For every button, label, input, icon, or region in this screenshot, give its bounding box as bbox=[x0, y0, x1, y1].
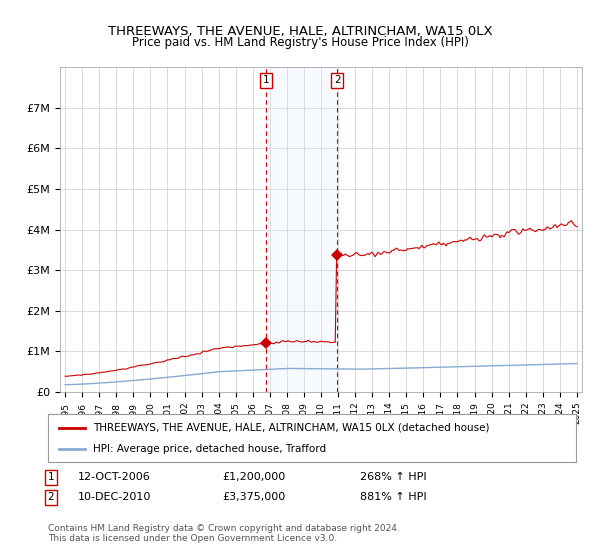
Text: THREEWAYS, THE AVENUE, HALE, ALTRINCHAM, WA15 0LX (detached house): THREEWAYS, THE AVENUE, HALE, ALTRINCHAM,… bbox=[93, 423, 490, 433]
Text: £3,375,000: £3,375,000 bbox=[222, 492, 285, 502]
Text: HPI: Average price, detached house, Trafford: HPI: Average price, detached house, Traf… bbox=[93, 444, 326, 454]
Text: Price paid vs. HM Land Registry's House Price Index (HPI): Price paid vs. HM Land Registry's House … bbox=[131, 36, 469, 49]
Text: 1: 1 bbox=[263, 76, 269, 85]
Text: 12-OCT-2006: 12-OCT-2006 bbox=[78, 472, 151, 482]
Text: THREEWAYS, THE AVENUE, HALE, ALTRINCHAM, WA15 0LX: THREEWAYS, THE AVENUE, HALE, ALTRINCHAM,… bbox=[107, 25, 493, 38]
Text: 2: 2 bbox=[334, 76, 341, 85]
Bar bbox=[266, 67, 337, 392]
Text: £1,200,000: £1,200,000 bbox=[222, 472, 285, 482]
Text: 881% ↑ HPI: 881% ↑ HPI bbox=[360, 492, 427, 502]
Text: 2: 2 bbox=[47, 492, 55, 502]
Text: 268% ↑ HPI: 268% ↑ HPI bbox=[360, 472, 427, 482]
Text: Contains HM Land Registry data © Crown copyright and database right 2024.
This d: Contains HM Land Registry data © Crown c… bbox=[48, 524, 400, 543]
Text: 10-DEC-2010: 10-DEC-2010 bbox=[78, 492, 151, 502]
Text: 1: 1 bbox=[47, 472, 55, 482]
